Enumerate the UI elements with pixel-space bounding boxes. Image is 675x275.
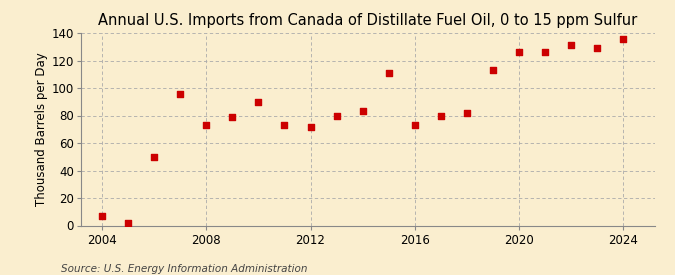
Point (540, 50, 551, 54)
Point (200, 123, 211, 127)
Point (148, 155, 159, 159)
Point (566, 43, 576, 48)
Title: Annual U.S. Imports from Canada of Distillate Fuel Oil, 0 to 15 ppm Sulfur: Annual U.S. Imports from Canada of Disti… (99, 13, 637, 28)
Point (383, 71, 394, 75)
Point (123, 221, 134, 225)
Point (618, 36, 629, 41)
Point (435, 113, 446, 118)
Point (175, 91, 186, 96)
Point (331, 113, 342, 118)
Point (487, 68, 498, 72)
Point (462, 111, 472, 115)
Point (279, 123, 290, 127)
Point (305, 124, 316, 129)
Point (592, 46, 603, 50)
Point (357, 109, 368, 114)
Point (410, 123, 421, 127)
Point (253, 100, 264, 104)
Point (97, 214, 107, 218)
Point (514, 50, 524, 54)
Y-axis label: Thousand Barrels per Day: Thousand Barrels per Day (34, 52, 47, 206)
Text: Source: U.S. Energy Information Administration: Source: U.S. Energy Information Administ… (61, 264, 307, 274)
Point (227, 115, 238, 119)
